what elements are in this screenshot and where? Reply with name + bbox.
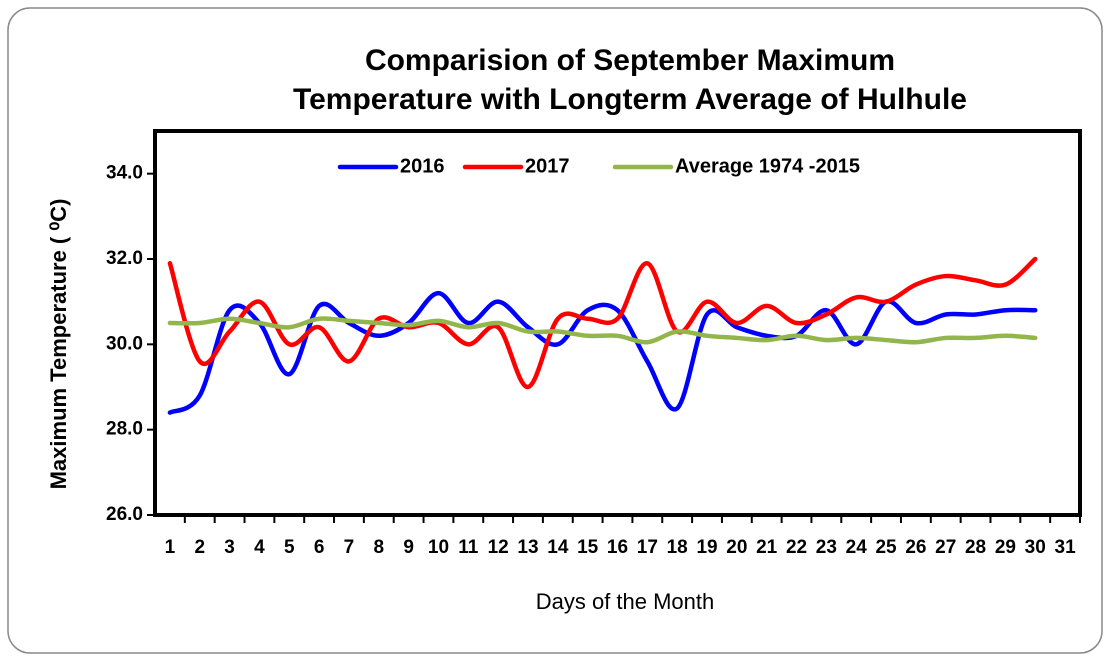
x-tick-label: 24 xyxy=(846,537,868,558)
x-tick-label: 25 xyxy=(875,537,897,558)
x-tick-label: 28 xyxy=(965,537,986,558)
x-tick-label: 9 xyxy=(403,537,414,558)
y-tick-label: 30.0 xyxy=(106,333,143,354)
x-tick-label: 5 xyxy=(284,537,295,558)
legend-label: 2016 xyxy=(400,155,445,177)
x-tick-label: 23 xyxy=(816,537,837,558)
x-tick-label: 20 xyxy=(726,537,747,558)
y-tick-label: 26.0 xyxy=(106,504,143,525)
chart-title: Temperature with Longterm Average of Hul… xyxy=(293,83,967,116)
x-tick-label: 31 xyxy=(1055,537,1077,558)
legend-label: Average 1974 -2015 xyxy=(675,155,860,177)
x-tick-label: 18 xyxy=(667,537,688,558)
x-tick-label: 26 xyxy=(905,537,926,558)
x-tick-label: 11 xyxy=(458,537,479,558)
x-tick-label: 15 xyxy=(577,537,599,558)
x-tick-label: 3 xyxy=(224,537,235,558)
y-tick-label: 28.0 xyxy=(106,419,143,440)
x-tick-label: 16 xyxy=(607,537,628,558)
x-tick-label: 17 xyxy=(637,537,658,558)
y-tick-label: 32.0 xyxy=(106,248,143,269)
chart-title: Comparision of September Maximum xyxy=(365,44,895,77)
x-tick-label: 19 xyxy=(696,537,717,558)
x-tick-label: 13 xyxy=(517,537,538,558)
y-axis-title: Maximum Temperature ( ⁰C) xyxy=(46,199,71,490)
x-tick-label: 8 xyxy=(374,537,385,558)
x-tick-label: 30 xyxy=(1025,537,1046,558)
x-tick-label: 6 xyxy=(314,537,325,558)
x-axis-title: Days of the Month xyxy=(536,589,715,614)
x-tick-label: 21 xyxy=(756,537,778,558)
x-tick-label: 7 xyxy=(344,537,355,558)
line-series xyxy=(167,316,1038,345)
line-series xyxy=(167,256,1038,390)
plot-area xyxy=(153,129,1082,517)
x-tick-label: 22 xyxy=(786,537,807,558)
x-tick-label: 10 xyxy=(428,537,449,558)
x-tick-label: 12 xyxy=(488,537,509,558)
x-tick-label: 29 xyxy=(995,537,1016,558)
x-tick-label: 1 xyxy=(165,537,176,558)
x-tick-label: 27 xyxy=(935,537,956,558)
x-tick-label: 2 xyxy=(194,537,205,558)
y-tick-label: 34.0 xyxy=(106,163,143,184)
x-tick-label: 14 xyxy=(547,537,569,558)
legend-label: 2017 xyxy=(525,155,570,177)
x-tick-label: 4 xyxy=(254,537,265,558)
